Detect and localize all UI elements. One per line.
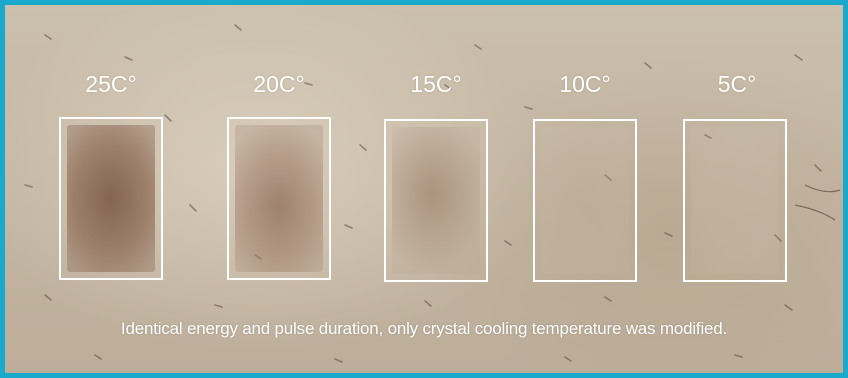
caption: Identical energy and pulse duration, onl… [120, 319, 728, 338]
test-patch-25 [59, 117, 163, 280]
lesion-mark [67, 125, 155, 272]
temperature-label-5: 5C° [717, 71, 757, 97]
lesion-mark [541, 127, 629, 274]
temperature-label-20: 20C° [253, 71, 305, 97]
test-patch-20 [227, 117, 331, 280]
test-patch-15 [384, 119, 488, 282]
lesion-mark [691, 127, 779, 274]
test-patch-10 [533, 119, 637, 282]
lesion-mark [235, 125, 323, 272]
temperature-label-10: 10C° [559, 71, 611, 97]
temperature-label-15: 15C° [410, 71, 462, 97]
skin-texture [24, 24, 841, 363]
lesion-mark [392, 127, 480, 274]
temperature-label-25: 25C° [85, 71, 137, 97]
skin-photo: 25C° 20C° 15C° 10C° 5C° Identical energy… [5, 5, 843, 373]
test-patch-5 [683, 119, 787, 282]
